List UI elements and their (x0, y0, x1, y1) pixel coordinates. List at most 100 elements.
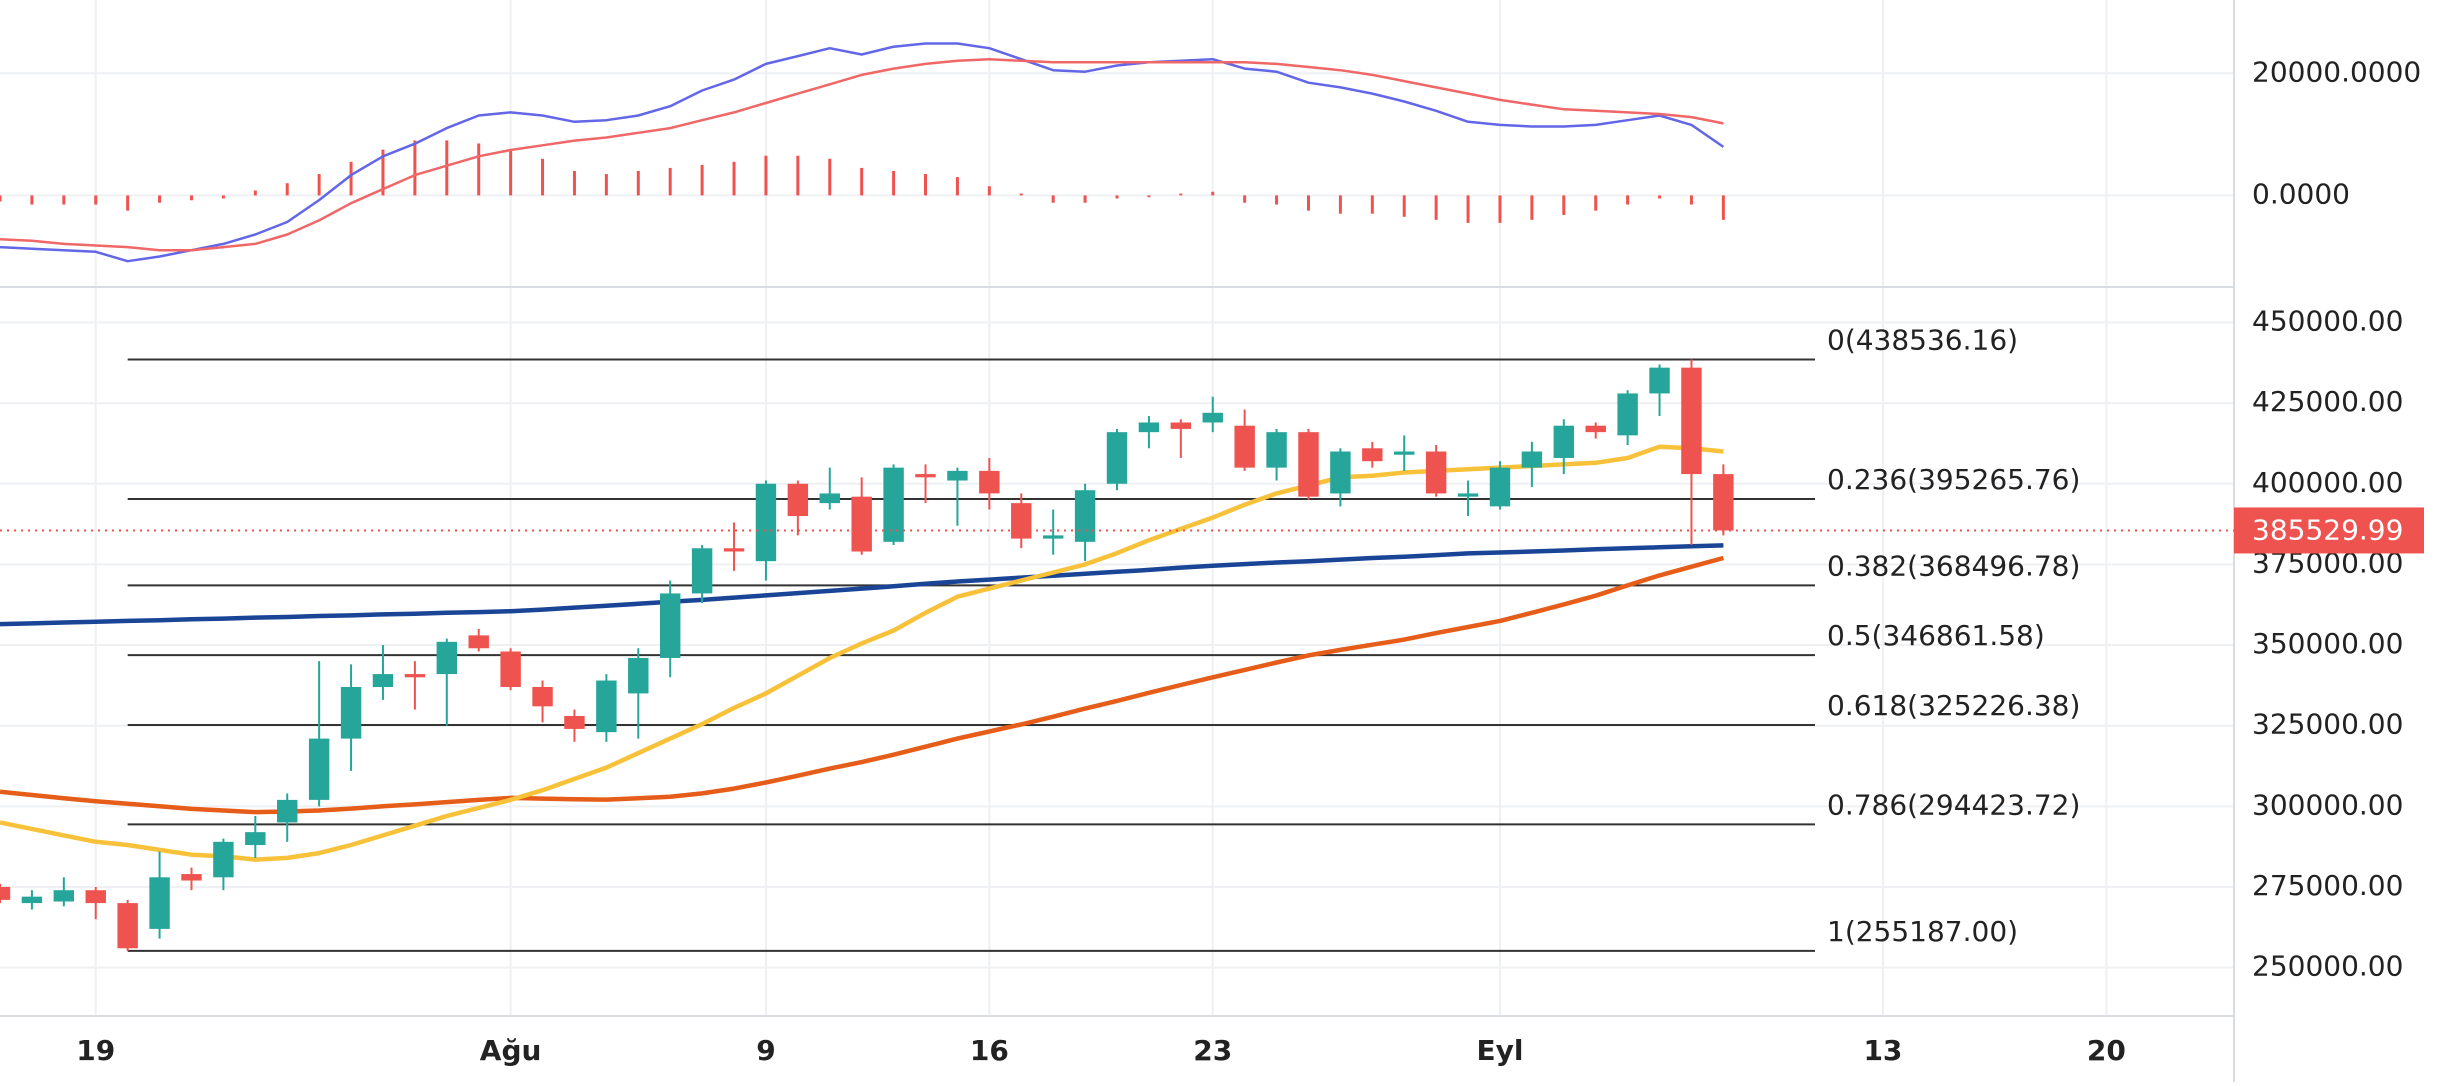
candle-body (1298, 432, 1319, 497)
histogram-bar (1306, 195, 1310, 211)
candle-body (468, 635, 489, 649)
candle-body (436, 641, 458, 675)
candle-body (1553, 425, 1575, 458)
histogram-bar (477, 143, 481, 196)
histogram-bar (0, 195, 2, 202)
candle-body (1170, 422, 1192, 429)
x-tick-label: 20 (2087, 1034, 2126, 1067)
histogram-bar (1434, 195, 1438, 220)
candle-body (1011, 503, 1032, 539)
histogram-bar (1721, 195, 1725, 220)
x-tick-label: 13 (1863, 1034, 1902, 1067)
y-tick-label: 250000.00 (2252, 950, 2403, 983)
candle-body (723, 548, 745, 552)
histogram-bar (572, 170, 576, 196)
histogram-bar (764, 155, 768, 196)
candle-body (628, 657, 649, 694)
histogram-bar (189, 195, 193, 201)
fib-level-label: 0.618(325226.38) (1827, 689, 2080, 722)
candle-body (1425, 451, 1447, 494)
candle-body (915, 474, 936, 478)
candle-body (947, 470, 968, 481)
candle-body (1138, 422, 1160, 433)
histogram-bar (1243, 195, 1247, 203)
candle-body (596, 680, 617, 733)
x-tick-label: 16 (970, 1034, 1009, 1067)
candle-body (1585, 425, 1606, 433)
y-tick-label: 300000.00 (2252, 788, 2403, 821)
candle-body (659, 593, 681, 658)
fib-level-label: 0.382(368496.78) (1827, 549, 2080, 582)
histogram-bar (1370, 195, 1374, 214)
y-tick-label: 350000.00 (2252, 627, 2403, 660)
candle-body (1457, 493, 1479, 497)
candle-body (1330, 451, 1351, 494)
histogram-bar (1498, 195, 1502, 223)
histogram-bar (285, 183, 289, 196)
histogram-bar (1211, 191, 1215, 196)
candle-body (564, 716, 585, 729)
histogram-bar (668, 167, 672, 196)
y-tick-label: 450000.00 (2252, 304, 2403, 337)
candle-body (308, 738, 330, 800)
histogram-bar (828, 158, 832, 196)
fib-level-label: 0.786(294423.72) (1827, 788, 2080, 821)
candle-body (755, 483, 777, 562)
grid-layer (0, 0, 2234, 1016)
x-tick-label: 19 (76, 1034, 115, 1067)
histogram-bar (636, 170, 640, 196)
candle-body (1713, 474, 1734, 531)
candle-body (500, 651, 521, 687)
candle-body (117, 903, 138, 949)
candle-body (1234, 425, 1255, 468)
histogram-bar (413, 140, 417, 196)
candle-body (181, 874, 202, 881)
candle-body (213, 841, 234, 878)
candle-body (1649, 367, 1670, 394)
candle-body (979, 470, 1000, 494)
candle-body (340, 686, 362, 739)
histogram-bar (253, 190, 257, 196)
histogram-bar (1626, 195, 1630, 205)
y-tick-label: 0.0000 (2252, 177, 2350, 210)
histogram-bar (62, 195, 66, 205)
candle-body (404, 674, 426, 678)
histogram-bar (1019, 193, 1023, 196)
candle-body (691, 548, 713, 594)
histogram-bar (700, 164, 704, 196)
histogram-bar (349, 161, 353, 196)
histogram-bar (158, 195, 162, 203)
fib-level-label: 0.5(346861.58) (1827, 619, 2045, 652)
histogram-bar (796, 155, 800, 196)
y-tick-label: 400000.00 (2252, 466, 2403, 499)
histogram-bar (987, 186, 991, 196)
last-price-label: 385529.99 (2252, 513, 2403, 546)
histogram-bar (1338, 195, 1342, 214)
histogram-bar (94, 195, 98, 205)
histogram-bar (732, 161, 736, 196)
candle-body (1266, 432, 1287, 468)
candle-body (1681, 367, 1702, 475)
candle-body (1521, 451, 1543, 468)
histogram-bar (509, 149, 513, 196)
histogram-bar (30, 195, 34, 205)
x-tick-label: 23 (1193, 1034, 1232, 1067)
candle-body (1074, 490, 1096, 542)
candle-body (1617, 393, 1638, 436)
candle-body (21, 896, 43, 904)
candle-body (245, 832, 266, 846)
candle-body (819, 493, 840, 504)
histogram-bar (1562, 195, 1566, 215)
histogram-bar (1402, 195, 1406, 217)
y-tick-label: 20000.0000 (2252, 55, 2421, 88)
y-tick-label: 275000.00 (2252, 869, 2403, 902)
candle-body (0, 886, 11, 900)
candle-body (1202, 412, 1223, 423)
candle-body (1489, 467, 1511, 507)
histogram-bar (1115, 195, 1119, 199)
candle-body (883, 467, 904, 542)
histogram-bar (1147, 195, 1151, 198)
histogram-bar (924, 174, 928, 196)
histogram-bar (1466, 195, 1470, 223)
candle-body (1106, 432, 1128, 484)
